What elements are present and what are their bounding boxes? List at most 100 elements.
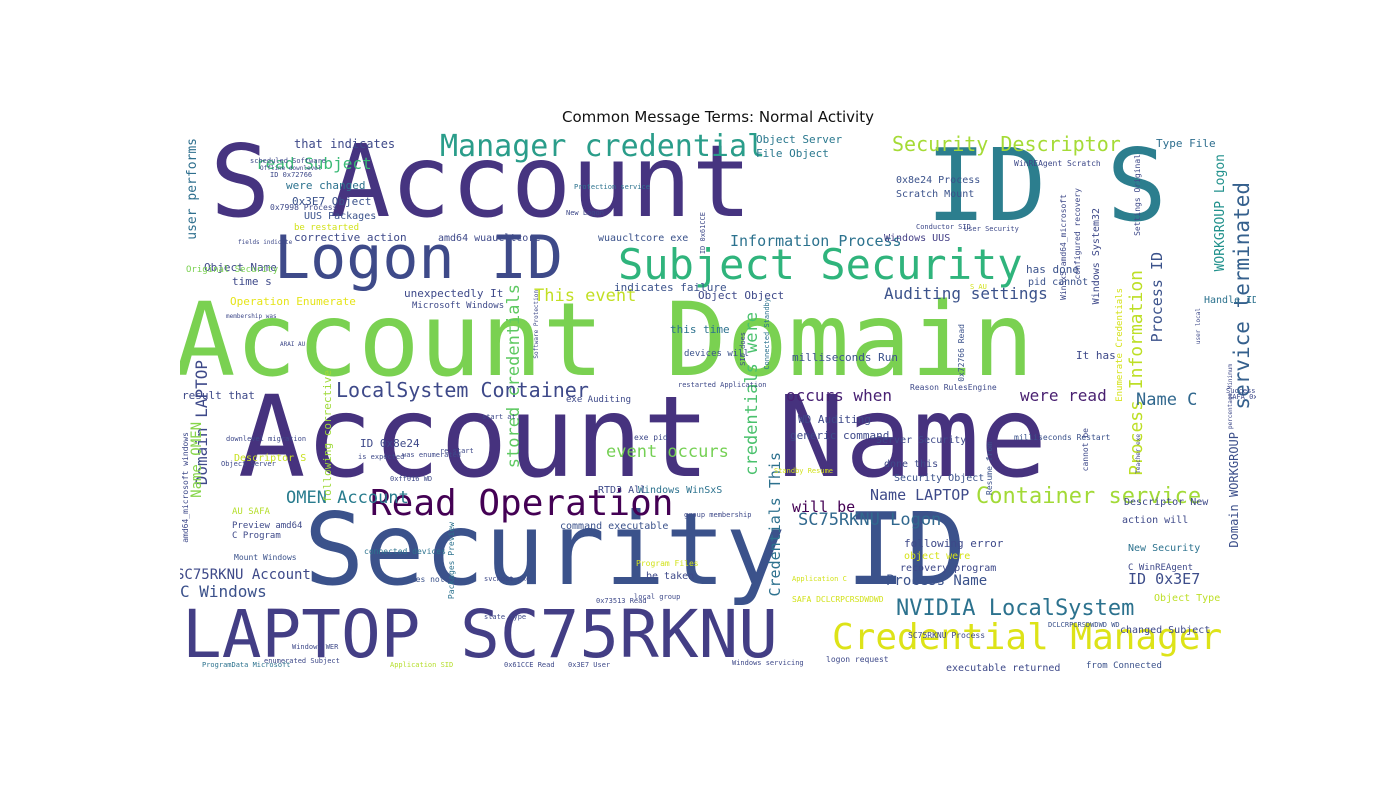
cloud-word-0xff016-wd: 0xff016 WD — [390, 475, 433, 483]
cloud-word-name-laptop: Name LAPTOP — [870, 486, 970, 504]
cloud-word-were-read: were read — [1020, 386, 1107, 405]
cloud-word-successfully-scheduled: Successfully scheduled — [1226, 387, 1256, 395]
cloud-word-nvidia-localsystem: NVIDIA LocalSystem — [896, 596, 1135, 621]
cloud-word-windows-wer: Windows WER — [292, 643, 339, 651]
cloud-word-will-be: will be — [792, 498, 856, 516]
cloud-word-unexpectedly-it: unexpectedly It — [404, 287, 504, 300]
cloud-word-milliseconds-restart: milliseconds Restart — [1014, 433, 1111, 442]
cloud-word-occurs-when: occurs when — [786, 386, 892, 405]
cloud-word-sc75rknu-process: SC75RKNU Process — [908, 631, 986, 640]
cloud-word-scratch-mount: Scratch Mount — [896, 189, 975, 200]
cloud-word-amd64-wuaucltcore: amd64 wuaucltcore — [438, 233, 541, 244]
cloud-word-object-object: Object Object — [698, 289, 785, 302]
cloud-word-standby-resume: Standby Resume — [774, 467, 834, 475]
cloud-word-user-security: User Security — [964, 225, 1019, 233]
cloud-word-teacher-exe: Teacher exe — [1135, 434, 1142, 474]
cloud-word-devices-will: devices will — [684, 349, 750, 359]
cloud-word-object-name: Object Name — [204, 261, 277, 274]
cloud-word-this-time: this time — [670, 323, 730, 336]
cloud-word-auditing-settings: Auditing settings — [884, 284, 1048, 303]
cloud-word-file-object: File Object — [756, 147, 829, 160]
cloud-word-safa-0xff016: SAFA 0xff016 — [1228, 393, 1256, 401]
cloud-word-software-protection: Software Protection — [533, 290, 540, 359]
cloud-word-domain-workgroup: Domain WORKGROUP — [1227, 432, 1241, 548]
cloud-word-packages-preview: Packages Preview — [447, 522, 456, 600]
cloud-word-server-security: Server Security — [876, 435, 967, 446]
cloud-word-original-security: Original Security — [186, 265, 279, 275]
cloud-word-percentage-minimum: percentage Minimum — [1227, 364, 1234, 430]
cloud-word-windows-winsxs: Windows WinSxS — [638, 485, 723, 496]
cloud-word-object-server: Object Server — [756, 133, 843, 146]
cloud-word-s-account: S Account — [210, 132, 752, 240]
cloud-word-windows-servicing: Windows servicing — [732, 659, 804, 667]
cloud-word-container-service: Container service — [976, 484, 1202, 509]
cloud-word-wuaucltcore-exe: wuaucltcore exe — [598, 233, 689, 244]
cloud-word-0x3e7-object: 0x3E7 Object — [292, 195, 372, 208]
cloud-word-user-local: user local — [1195, 308, 1202, 345]
cloud-word-id-0x61cce: ID 0x61CCE — [699, 212, 707, 255]
cloud-word-corrective-action: corrective action — [294, 231, 407, 244]
cloud-word-changed-subject: changed Subject — [1120, 625, 1211, 636]
cloud-word-sid-does: SID does — [739, 332, 747, 366]
cloud-word-offline-downlevel: Offline downlevel — [260, 165, 322, 172]
cloud-word-rtd3-all: RTD3 All — [598, 485, 647, 496]
cloud-word-group-membership: group membership — [684, 511, 752, 519]
cloud-word-application-c: Application C — [792, 575, 847, 583]
cloud-word-event-occurs: event occurs — [606, 442, 729, 462]
cloud-word-object-server: Object Server — [221, 460, 276, 468]
cloud-word-milliseconds-run: milliseconds Run — [792, 351, 898, 364]
cloud-word-settings-original: Settings Original — [1133, 154, 1142, 236]
cloud-word-scheduled-software: scheduled Software — [250, 157, 326, 165]
cloud-word-programdata-microsoft: ProgramData Microsoft — [202, 661, 291, 669]
cloud-word-windows-system32: Windows System32 — [1091, 208, 1102, 305]
cloud-word-operation-enumerate: Operation Enumerate — [230, 295, 356, 308]
cloud-word-preview-amd64: Preview amd64 — [232, 521, 303, 531]
cloud-word-does-not: does not — [406, 575, 445, 584]
cloud-word-new-logon: New Logon — [566, 209, 604, 217]
cloud-word-read-subject: read Subject — [256, 154, 372, 173]
cloud-word-dclcrpcrsdwdwd-wd: DCLCRPCRSDWDWD WD — [1048, 621, 1120, 629]
figure-title: Common Message Terms: Normal Activity — [562, 108, 874, 126]
cloud-word-recovery-program: recovery program — [900, 563, 997, 574]
cloud-word-it-has: It has — [1076, 349, 1116, 362]
cloud-word-configured-recovery: configured recovery — [1073, 188, 1082, 280]
cloud-word-wd-auditing: WD Auditing — [798, 413, 871, 426]
cloud-word-localsystem-container: LocalSystem Container — [336, 378, 589, 402]
cloud-word-arai-au: ARAI AU — [280, 341, 306, 348]
cloud-word-restarted-application: restarted Application — [678, 381, 767, 389]
cloud-word-microsoft-windows: Microsoft Windows — [412, 301, 505, 311]
cloud-word-0x61cce-read: 0x61CCE Read — [504, 661, 555, 669]
cloud-word-downlevel-migration: downlevel migration — [226, 435, 307, 443]
cloud-word-this-event: This event — [534, 286, 637, 306]
cloud-word-laptop-sc75rknu: LAPTOP SC75RKNU — [182, 596, 779, 672]
cloud-word-process-name: Process Name — [886, 573, 988, 589]
cloud-word-0x72766-read: 0x72766 Read — [957, 324, 966, 382]
cloud-word-pid-cannot: pid cannot — [1028, 277, 1089, 288]
cloud-word-enumerated-subject: enumerated Subject — [264, 657, 340, 665]
cloud-word-descriptor-new: Descriptor New — [1124, 497, 1209, 508]
cloud-word-security-object: Security Object — [894, 473, 985, 484]
cloud-word-was-enumerated: was enumerated — [402, 451, 462, 459]
cloud-word-c-windows: C Windows — [180, 582, 267, 601]
cloud-word-omen-account: OMEN Account — [286, 488, 409, 508]
cloud-word-0x3e7-user: 0x3E7 User — [568, 661, 611, 669]
cloud-word-result-that: result that — [182, 389, 255, 402]
cloud-word-credential-manager: Credential Manager — [832, 617, 1223, 658]
cloud-word-id-0x3e7: ID 0x3E7 — [1128, 570, 1201, 588]
cloud-word-s-au: S AU — [970, 283, 987, 291]
cloud-word-membership-was: membership was — [226, 313, 277, 320]
cloud-word-conductor-sid: Conductor SID — [916, 223, 971, 231]
cloud-word-object-type: Object Type — [1154, 593, 1221, 604]
cloud-word-generic-command: generic command — [790, 429, 890, 442]
cloud-word-connected-devices: connected devices — [364, 547, 446, 556]
cloud-word-user-performs: user performs — [185, 138, 200, 240]
cloud-word-executable-returned: executable returned — [946, 663, 1061, 673]
cloud-word-local-group: local group — [634, 593, 681, 601]
cloud-word-account-domain: Account Domain — [180, 281, 1034, 400]
cloud-word-id-s: ID S — [926, 132, 1167, 244]
cloud-word-au-safa: AU SAFA — [232, 507, 270, 517]
cloud-word-0x73513-read: 0x73513 Read — [596, 597, 647, 605]
cloud-word-is-expected: is expected — [358, 453, 405, 461]
word-cloud: Account Name Account Domain Security ID S A… — [180, 132, 1256, 672]
cloud-word-process-id: Process ID — [1148, 252, 1166, 343]
